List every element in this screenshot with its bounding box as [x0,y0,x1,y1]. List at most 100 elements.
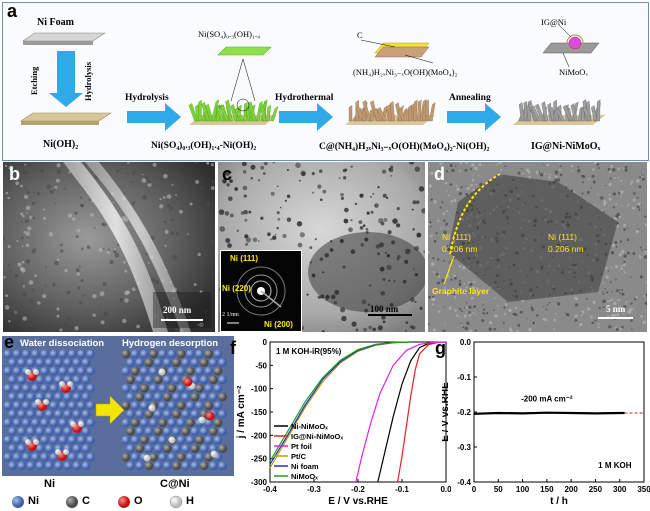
panel-d-hrtem-image: d Ni (111) 0.206 nm Ni (111) 0.206 nm Gr… [428,162,647,332]
x-tick-label: 300 [613,485,627,494]
y-tick-label: -250 [251,455,268,464]
x-tick-label: 150 [540,485,554,494]
legend-h-label: H [186,495,194,507]
panel-letter-b: b [9,164,20,184]
atomic-models [3,349,228,471]
legend-label-1: IG@Ni-NiMoOₓ [291,432,343,441]
panel-letter-f: f [230,338,236,358]
saed-label-111: Ni (111) [230,254,259,263]
stage2-nanosheets [188,46,279,125]
stage4-nanosheets [513,24,605,125]
x-tick-label: 0 [472,485,477,494]
etching-label: Etching [29,66,39,95]
x-tick-label: -0.1 [395,485,409,494]
y-tick-label: -100 [251,385,268,394]
annealing-label: Annealing [449,93,491,103]
y-tick-label: -0.2 [457,408,471,417]
stage2-label: Ni(SO₄)₀.₃(OH)₁.₄-Ni(OH)₂ [151,141,257,151]
lattice2-plane: Ni (111) [548,232,577,242]
chart-g: 0 50 100 150 200 250 300 350 0.0 -0.1 -0.2 -0.3 -0.4… [442,338,650,507]
y-axis-label: j / mA cm⁻² [236,385,247,439]
y-tick-label: -0.1 [457,373,471,382]
legend-o-icon [118,496,130,508]
lattice1-d: 0.206 nm [442,244,478,254]
saed-scale: 2 1/nm [222,312,239,318]
series-line-2 [355,341,447,483]
y-tick-label: -0.4 [457,478,471,487]
stage3-callout-c: C [357,30,363,40]
chart-f: -0.4 -0.3 -0.2 -0.1 0.0 0 -50 -100 -150 -200 -250 -… [236,338,451,507]
hydrothermal-arrow [279,103,333,131]
hydrothermal-label: Hydrothermal [275,93,334,103]
saed-inset [220,250,302,332]
transition-arrow [95,395,125,425]
legend-label-2: Pt foil [291,442,312,451]
stage4-callout-bottom: NiMoOₓ [559,67,588,77]
ni-foam-label: Ni Foam [37,17,74,28]
legend-c-label: C [82,495,90,507]
current-density-annotation: -200 mA cm⁻² [521,395,573,404]
plot-frame [269,341,447,483]
series-line-0 [377,341,438,483]
electrolyte-label: 1 M KOH [598,461,632,470]
panel-b-scale: 200 nm [163,305,192,315]
stage4-callout-top: IG@Ni [541,17,567,27]
x-axis-label: t / h [550,496,568,507]
lattice1-plane: Ni (111) [442,232,471,242]
ni-foam-plate [22,32,106,45]
atom-legend: Ni C O H [6,494,236,510]
water-dissociation-title: Water dissociation [20,338,105,349]
panel-letter-c: c [222,164,233,184]
panel-b-sem-image: b 200 nm [3,162,215,332]
hydrogen-desorption-title: Hydrogen desorption [122,338,219,349]
vertical-process-arrow [49,51,83,107]
legend-label-3: Pt/C [291,452,307,461]
stage3-label: C@(NH₄)H₂ₓNi₃₋ₓO(OH)(MoO₄)₂-Ni(OH)₂ [319,142,490,152]
graphite-layer-label: Graphite layer [432,286,490,296]
legend-label-5: NiMoOₓ [291,472,318,481]
panel-c-tem-image: c 100 nm Ni (111) Ni (220) Ni (200) 2 1/… [218,162,425,332]
sem-texture [3,162,215,332]
x-tick-label: 50 [494,485,503,494]
y-tick-label: -0.3 [457,443,471,452]
series-line-1 [397,341,447,483]
x-tick-label: -0.4 [263,485,277,494]
stage3-nanosheets [345,39,436,125]
y-axis-label: E / V vs.RHE [442,382,451,442]
nioh2-plate [20,112,112,125]
panel-letter-e: e [4,332,15,352]
x-tick-label: -0.3 [307,485,321,494]
legend-o-label: O [134,495,143,507]
legend-ni-label: Ni [28,495,39,507]
chart-f-title: 1 M KOH-iR(95%) [276,347,342,356]
panel-e-models [2,336,234,476]
stage4-label: IG@Ni-NiMoOₓ [531,141,601,152]
panel-letter-d: d [434,164,445,184]
panel-c-scale: 100 nm [370,304,399,314]
panel-a-schematic [20,24,605,131]
y-tick-label: 0.0 [460,338,472,347]
y-tick-label: -50 [255,361,267,370]
saed-pattern [227,266,286,324]
stage1-label: Ni(OH)₂ [43,139,79,150]
y-tick-label: -300 [251,478,268,487]
lattice2-d: 0.206 nm [548,244,584,254]
tem-texture [218,162,425,332]
y-tick-label: -150 [251,408,268,417]
hrtem-texture [428,162,647,332]
stage2-callout-label: Ni(SO₄)₀.₃(OH)₁.₄ [198,29,261,39]
hydrolysis-arrow [127,103,181,131]
x-tick-label: 200 [564,485,578,494]
y-tick-label: 0 [263,338,268,347]
panel-d-scale: 5 nm [606,304,626,314]
panel-a: a [2,1,649,161]
x-tick-label: 350 [637,485,650,494]
legend-ni-icon [12,496,24,508]
saed-label-220: Ni (220) [222,284,251,293]
legend-c-icon [66,496,78,508]
legend-h-icon [169,495,183,509]
x-tick-label: 250 [589,485,603,494]
panel-letter-g: g [435,338,446,358]
legend-label-0: Ni-NiMoOₓ [291,422,328,431]
panel-letter-a: a [7,1,18,21]
